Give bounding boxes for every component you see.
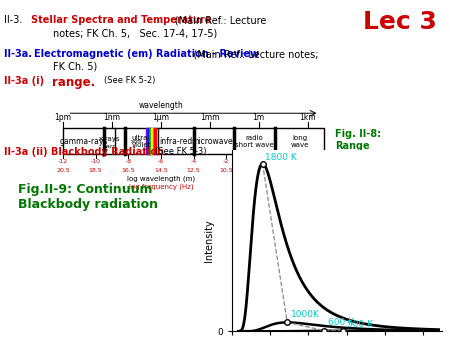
Text: 1μm: 1μm <box>153 113 169 122</box>
Text: II-3.: II-3. <box>4 15 29 25</box>
Text: 1mm: 1mm <box>200 113 220 122</box>
Y-axis label: Intensity: Intensity <box>204 219 214 262</box>
Text: Lec 3: Lec 3 <box>363 10 436 34</box>
Text: wavelength: wavelength <box>139 101 183 110</box>
Text: radio
short wave: radio short wave <box>235 135 274 148</box>
Text: 6.5: 6.5 <box>287 168 296 173</box>
Text: gamma-rays: gamma-rays <box>59 137 108 146</box>
Text: 20.5: 20.5 <box>56 168 70 173</box>
Text: FK Ch. 5): FK Ch. 5) <box>53 62 97 72</box>
Text: 1km: 1km <box>299 113 316 122</box>
Text: -4: -4 <box>190 159 197 164</box>
Text: II-3a (i): II-3a (i) <box>4 76 45 86</box>
Text: 1nm: 1nm <box>104 113 121 122</box>
Text: Fig.II-9: Continuum
Blackbody radiation: Fig.II-9: Continuum Blackbody radiation <box>18 183 158 211</box>
Text: log wavelength (m): log wavelength (m) <box>127 176 195 182</box>
Text: 4.5: 4.5 <box>319 168 329 173</box>
Bar <box>63 128 324 154</box>
Text: 2: 2 <box>289 159 293 164</box>
Text: range.: range. <box>52 76 95 89</box>
Text: log frequency (Hz): log frequency (Hz) <box>129 184 193 190</box>
Text: 4: 4 <box>322 159 326 164</box>
Text: (Main Ref.: Lecture: (Main Ref.: Lecture <box>31 15 266 25</box>
Text: ultra-
violet: ultra- violet <box>131 135 151 148</box>
Text: 0: 0 <box>257 159 261 164</box>
Text: 16.5: 16.5 <box>122 168 135 173</box>
Text: -8: -8 <box>125 159 131 164</box>
Text: 8.5: 8.5 <box>254 168 264 173</box>
Text: notes; FK Ch. 5,   Sec. 17-4, 17-5): notes; FK Ch. 5, Sec. 17-4, 17-5) <box>53 28 217 38</box>
Text: 18.5: 18.5 <box>89 168 103 173</box>
Text: II-3a.: II-3a. <box>4 49 39 59</box>
Text: 14.5: 14.5 <box>154 168 168 173</box>
Bar <box>154 128 157 154</box>
Text: Electromagnetic (em) Radiation - Review: Electromagnetic (em) Radiation - Review <box>34 49 259 59</box>
Text: infra-red: infra-red <box>159 137 192 146</box>
Text: 1pm: 1pm <box>54 113 72 122</box>
Text: long
wave: long wave <box>290 135 309 148</box>
Text: (Main Ref.: Lecture notes;: (Main Ref.: Lecture notes; <box>34 49 319 59</box>
Text: 10.5: 10.5 <box>219 168 233 173</box>
Text: 12.5: 12.5 <box>187 168 200 173</box>
Text: 600 K: 600 K <box>328 318 354 327</box>
Text: 1800 K: 1800 K <box>266 153 297 162</box>
Text: microwaves: microwaves <box>191 137 237 146</box>
Text: -6: -6 <box>158 159 164 164</box>
Text: (See FK 5-2): (See FK 5-2) <box>104 76 155 85</box>
Text: x-rays: x-rays <box>99 136 120 142</box>
Bar <box>146 128 148 154</box>
Text: II-3a (ii) Blackbody Radiation: II-3a (ii) Blackbody Radiation <box>4 147 165 157</box>
Text: Stellar Spectra and Temperature: Stellar Spectra and Temperature <box>31 15 211 25</box>
Text: 1000K: 1000K <box>291 310 320 319</box>
Bar <box>149 128 152 154</box>
Text: -2: -2 <box>223 159 229 164</box>
Text: Fig. II-8:
Range: Fig. II-8: Range <box>335 129 382 151</box>
Text: -10: -10 <box>90 159 101 164</box>
Bar <box>153 128 155 154</box>
Text: soft: soft <box>130 139 142 144</box>
Text: (See FK 5-3): (See FK 5-3) <box>155 147 207 156</box>
Bar <box>148 128 150 154</box>
Text: hard: hard <box>102 144 117 149</box>
Bar <box>151 128 153 154</box>
Text: -12: -12 <box>58 159 68 164</box>
Text: 500 K: 500 K <box>346 320 373 329</box>
Text: 1m: 1m <box>253 113 265 122</box>
